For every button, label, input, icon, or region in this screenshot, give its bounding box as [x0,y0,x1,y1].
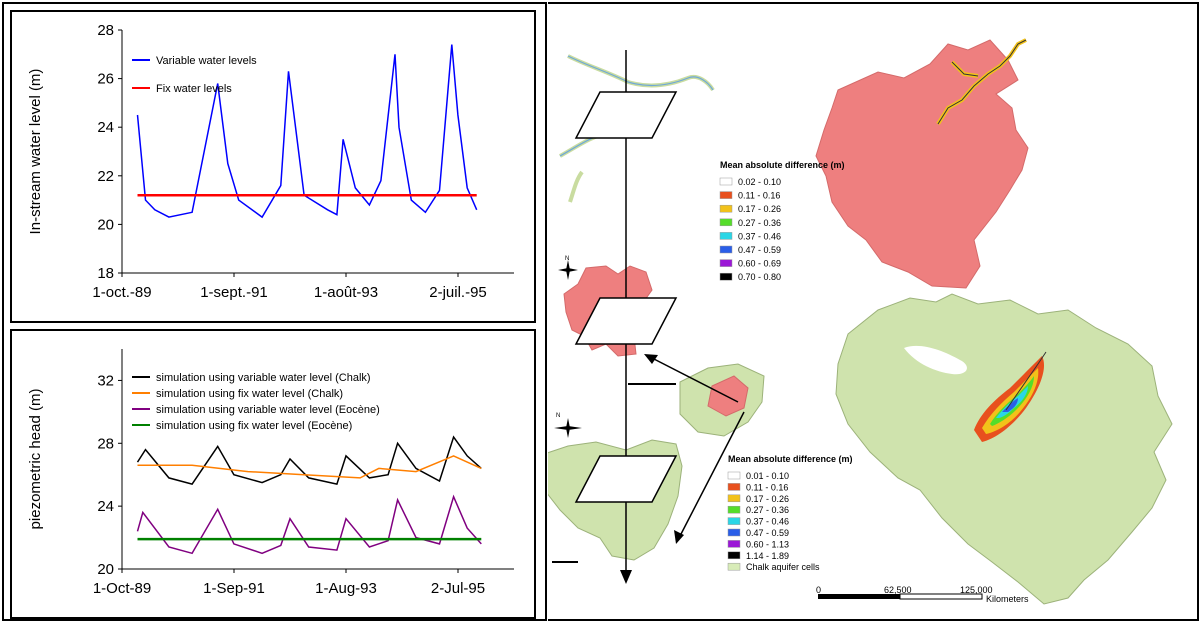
legend-top: Mean absolute difference (m) 0.02 - 0.10 0… [719,160,845,282]
y-tick-label: 20 [97,561,114,578]
legend-label: 0.60 - 0.69 [738,259,781,269]
chart-panel-piezometric: 20 24 28 32 1-Oct-89 1-Sep-91 1-Aug-93 2-Jul-95… [10,329,536,619]
y-tick-label: 24 [97,119,114,136]
legend-swatch [719,177,733,186]
legend-swatch [727,483,741,491]
svg-text:N: N [556,413,560,419]
series-line [136,44,478,219]
scale-bar: 0 62,500 125,000 Kilometers [816,585,1029,604]
x-tick-label: 1-Oct-89 [93,580,151,597]
legend-swatch [727,471,741,480]
legend-label: 0.02 - 0.10 [738,177,781,187]
layer-plane [574,297,678,345]
legend-swatch [719,218,733,227]
legend-swatch [719,232,733,240]
legend-label: 0.11 - 0.16 [738,191,780,201]
y-axis-label: piezometric head (m) [27,389,44,530]
compass-icon: N [554,413,582,438]
legend-swatch [727,517,741,525]
legend-swatch [719,259,733,267]
legend-swatch [719,245,733,254]
legend-swatch [727,540,741,548]
legend-label: 0.37 - 0.46 [738,231,781,241]
legend-swatch [727,528,741,537]
legend-label: Fix water levels [156,83,232,95]
layer-plane [574,91,678,139]
legend-label: 0.37 - 0.46 [746,517,789,527]
legend-swatch [719,204,733,213]
x-tick-label: 2-Jul-95 [431,580,485,597]
legend-label: 0.60 - 1.13 [746,539,789,549]
legend-label: simulation using variable water level (C… [156,372,371,384]
x-tick-label: 2-juil.-95 [429,284,487,301]
chart-panel-water-level: 18 20 22 24 26 28 1-oct.-89 1-sept.-91 1-août-93… [10,10,536,323]
legend-title: Mean absolute difference (m) [720,160,845,170]
legend-label: Variable water levels [156,55,257,67]
arrow [674,411,745,544]
x-tick-label: 1-sept.-91 [200,284,268,301]
legend-label: 0.27 - 0.36 [746,505,789,515]
y-tick-label: 20 [97,216,114,233]
y-tick-label: 28 [97,22,114,39]
x-tick-label: 1-août-93 [314,284,378,301]
legend-swatch [719,191,733,199]
chalk-difference-map [835,293,1173,605]
y-tick-label: 24 [97,498,114,515]
x-tick-label: 1-Sep-91 [203,580,265,597]
legend-swatch [727,562,741,571]
overlay-small-map [679,363,765,437]
legend-swatch [727,505,741,514]
arrow [644,354,739,403]
legend-bottom: Mean absolute difference (m)0.01 - 0.100… [727,454,853,572]
water-level-chart: 18 20 22 24 26 28 1-oct.-89 1-sept.-91 1-août-93… [27,22,514,301]
legend-label: 0.11 - 0.16 [746,482,788,492]
legend-label: Chalk aquifer cells [746,562,820,572]
x-tick-label: 1-Aug-93 [315,580,377,597]
legend-label: 0.27 - 0.36 [738,218,781,228]
legend-swatch [719,272,733,281]
series-line [137,455,482,479]
left-frame [2,2,547,621]
legend-label: simulation using fix water level (Chalk) [156,388,343,400]
scale-label: 62,500 [884,585,912,595]
y-tick-label: 18 [97,265,114,282]
map-frame: N N [543,2,1199,621]
series-line [136,435,482,485]
legend-label: 0.01 - 0.10 [746,471,789,481]
layer-plane [574,455,678,503]
compass-icon: N [558,256,578,280]
scale-label: 0 [816,585,821,595]
legend-label: 1.14 - 1.89 [746,551,789,561]
x-tick-label: 1-oct.-89 [92,284,151,301]
legend-title: Mean absolute difference (m) [728,454,853,464]
y-tick-label: 26 [97,71,114,88]
legend-label: 0.47 - 0.59 [746,528,789,538]
piezometric-chart: 20 24 28 32 1-Oct-89 1-Sep-91 1-Aug-93 2-Jul-95… [27,349,514,597]
legend-label: 0.70 - 0.80 [738,272,781,282]
series-line [136,494,482,555]
scale-label: Kilometers [986,594,1029,604]
legend-label: 0.47 - 0.59 [738,245,781,255]
y-tick-label: 28 [97,435,114,452]
legend-label: simulation using fix water level (Eocène… [156,420,352,432]
svg-text:N: N [565,256,569,262]
legend-swatch [727,551,741,560]
scale-label: 125,000 [960,585,993,595]
y-tick-label: 22 [97,168,114,185]
legend-label: simulation using variable water level (E… [156,404,380,416]
legend-label: 0.17 - 0.26 [746,494,789,504]
maps-figure: N N [543,38,1173,605]
y-axis-label: In-stream water level (m) [27,69,44,235]
legend-label: 0.17 - 0.26 [738,204,781,214]
y-tick-label: 32 [97,372,114,389]
legend-swatch [727,494,741,503]
eocene-difference-map [815,38,1029,289]
